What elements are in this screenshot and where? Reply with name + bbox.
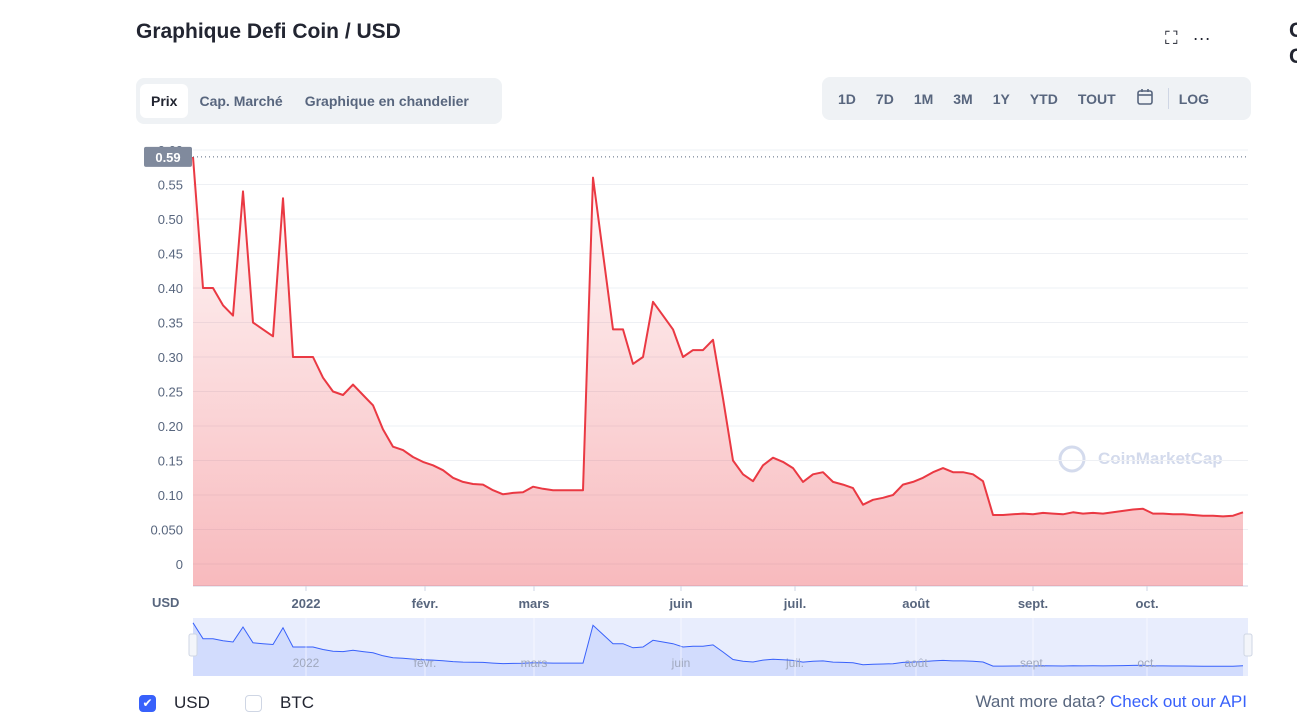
y-tick-label: 0.35 bbox=[158, 316, 183, 331]
footer-text: Want more data? bbox=[975, 692, 1106, 711]
x-tick-label: sept. bbox=[1018, 596, 1048, 611]
y-axis-label: USD bbox=[152, 595, 179, 610]
footer: Want more data? Check out our API bbox=[975, 692, 1247, 712]
price-badge bbox=[144, 146, 192, 167]
calendar-icon bbox=[1136, 89, 1153, 105]
watermark-logo bbox=[1058, 445, 1086, 473]
chart-title: Graphique Defi Coin / USD bbox=[136, 20, 401, 43]
y-tick-label: 0.30 bbox=[158, 350, 183, 365]
chart-tabs: Prix Cap. Marché Graphique en chandelier bbox=[136, 78, 502, 124]
price-badge-label: 0.59 bbox=[155, 150, 180, 165]
y-tick-label: 0.25 bbox=[158, 385, 183, 400]
y-tick-label: 0 bbox=[176, 557, 183, 572]
range-button[interactable]: 1Y bbox=[992, 90, 1010, 107]
range-button[interactable]: 1D bbox=[838, 90, 856, 107]
x-tick-label: juin bbox=[668, 596, 692, 611]
watermark: CoinMarketCap bbox=[1098, 449, 1223, 468]
y-tick-label: 0.050 bbox=[150, 523, 183, 538]
range-selector: 1D 7D 1M 3M 1Y YTD TOUT LOG bbox=[822, 77, 1251, 120]
fullscreen-button[interactable]: ⛶ bbox=[1165, 28, 1178, 48]
y-tick-label: 0.50 bbox=[158, 212, 183, 227]
navigator-tick-label: août bbox=[904, 656, 928, 670]
chart: USD CoinMarketCap 0 0.050 0.10 0.15 0.20 0.25… bbox=[144, 143, 1253, 676]
navigator-area bbox=[193, 622, 1243, 676]
navigator-background bbox=[193, 618, 1248, 676]
calendar-button[interactable] bbox=[1126, 88, 1169, 109]
y-tick-label: 0.55 bbox=[158, 178, 183, 193]
toggle-label: USD bbox=[174, 693, 210, 712]
y-tick-label: 0.15 bbox=[158, 454, 183, 469]
navigator-tick-label: 2022 bbox=[293, 656, 320, 670]
range-button[interactable]: YTD bbox=[1029, 90, 1058, 107]
navigator-tick-label: sept. bbox=[1020, 656, 1046, 670]
range-button[interactable]: 3M bbox=[953, 90, 973, 107]
tab[interactable]: Prix bbox=[140, 84, 189, 118]
x-tick-label: 2022 bbox=[292, 596, 321, 611]
toggle-label: BTC bbox=[280, 693, 314, 712]
y-tick-label: 0.40 bbox=[158, 281, 183, 296]
x-tick-label: févr. bbox=[412, 596, 439, 611]
range-button[interactable]: 7D bbox=[875, 90, 894, 107]
log-button[interactable]: LOG bbox=[1178, 90, 1210, 107]
navigator-tick-label: mars bbox=[521, 656, 548, 670]
toolbar-icons: ⛶ ··· bbox=[1165, 28, 1211, 49]
y-tick-label: 0.20 bbox=[158, 419, 183, 434]
navigator-tick-label: oct. bbox=[1137, 656, 1156, 670]
side-letter: C bbox=[1289, 19, 1297, 42]
tab[interactable]: Graphique en chandelier bbox=[304, 93, 469, 109]
currency-toggle[interactable]: BTC bbox=[245, 693, 314, 713]
navigator-tick-label: juin bbox=[671, 656, 691, 670]
range-button[interactable]: TOUT bbox=[1077, 90, 1116, 107]
checkbox[interactable]: ✔ bbox=[139, 694, 156, 712]
x-tick-label: août bbox=[902, 596, 930, 611]
x-tick-label: juil. bbox=[783, 596, 806, 611]
side-letter: C bbox=[1289, 45, 1297, 68]
navigator-handle bbox=[1243, 633, 1253, 657]
api-link[interactable]: Check out our API bbox=[1109, 692, 1247, 711]
y-tick-label: 0.45 bbox=[158, 247, 183, 262]
checkbox[interactable] bbox=[245, 694, 262, 712]
y-tick-label: 0.10 bbox=[158, 488, 183, 503]
currency-toggle[interactable]: ✔ USD bbox=[139, 693, 210, 713]
navigator-handle bbox=[188, 633, 198, 657]
tab[interactable]: Cap. Marché bbox=[199, 93, 283, 109]
navigator-tick-label: juil. bbox=[785, 656, 804, 670]
x-tick-label: mars bbox=[518, 596, 549, 611]
more-button[interactable]: ··· bbox=[1192, 28, 1211, 48]
x-tick-label: oct. bbox=[1135, 596, 1158, 611]
navigator-tick-label: févr. bbox=[414, 656, 437, 670]
navigator-line bbox=[192, 622, 1244, 667]
range-button[interactable]: 1M bbox=[913, 90, 934, 107]
price-line bbox=[192, 156, 1244, 518]
